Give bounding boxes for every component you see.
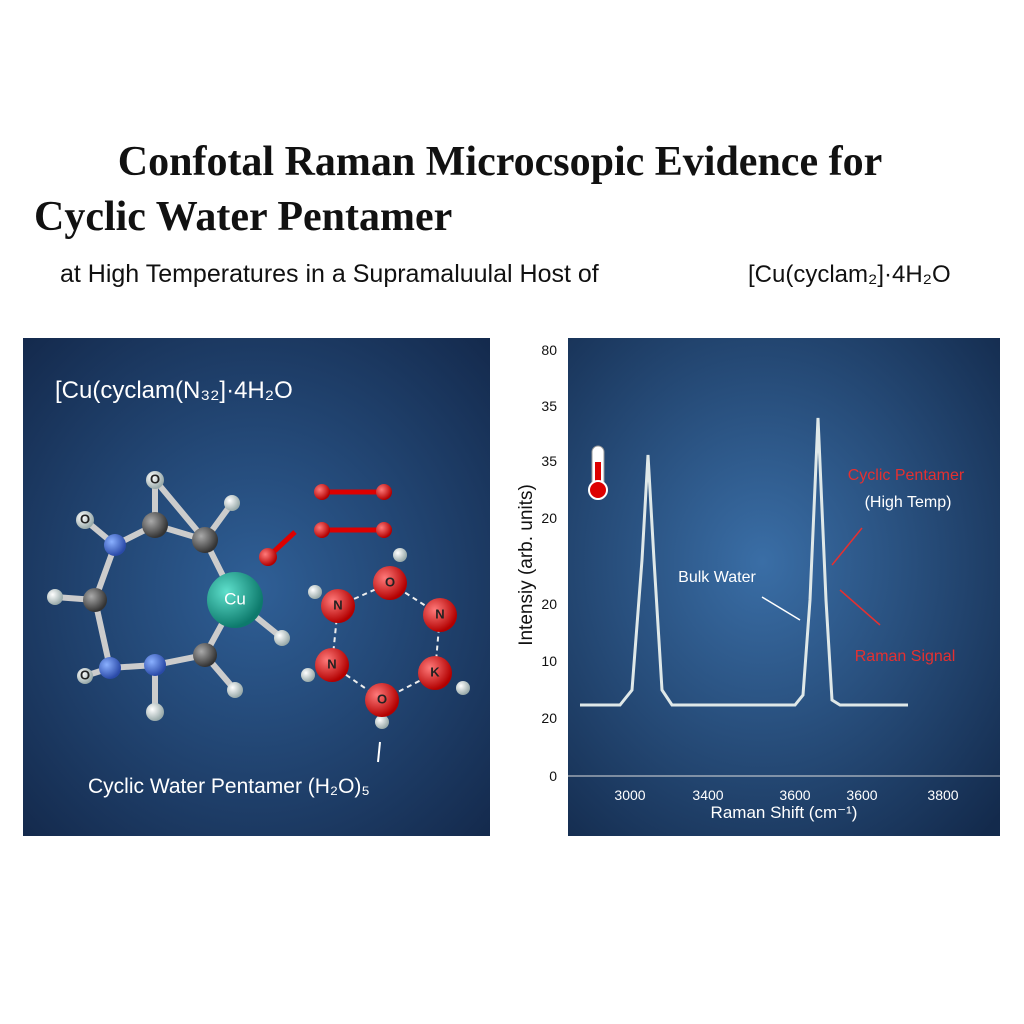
atom-label: O bbox=[385, 574, 395, 589]
y-tick-label: 80 bbox=[541, 342, 557, 358]
panel-formula: [Cu(cyclam(N₃₂]·4H₂O bbox=[55, 377, 293, 404]
atom-label: O bbox=[80, 511, 90, 526]
metal-label: Cu bbox=[224, 589, 246, 608]
x-tick-label: 3000 bbox=[614, 787, 645, 803]
y-tick-label: 10 bbox=[541, 653, 557, 669]
atom-label: N bbox=[327, 656, 336, 671]
pointer bbox=[377, 741, 381, 763]
atom-label: N bbox=[333, 597, 342, 612]
arrows bbox=[761, 527, 881, 626]
atom-label: O bbox=[80, 667, 90, 682]
spectrum bbox=[580, 417, 908, 707]
right-panel: Intensiy (arb. units) Raman Shift (cm⁻¹)… bbox=[516, 338, 1000, 836]
atom-label: O bbox=[377, 691, 387, 706]
y-tick-label: 20 bbox=[541, 596, 557, 612]
annotation: Cyclic Pentamer bbox=[848, 467, 965, 484]
y-ticks: 80 35 35 20 20 10 20 0 bbox=[541, 342, 557, 784]
thermometer bbox=[588, 445, 608, 500]
atom-label: N bbox=[435, 606, 444, 621]
annotation: Bulk Water bbox=[678, 569, 756, 586]
subtitle: at High Temperatures in a Supramaluulal … bbox=[60, 260, 599, 288]
annotation: (High Temp) bbox=[865, 494, 952, 511]
x-tick-label: 3800 bbox=[927, 787, 958, 803]
caption: Cyclic Water Pentamer (H₂O)₅ bbox=[88, 775, 370, 798]
x-ticks: 3000 3400 3600 3600 3800 bbox=[614, 787, 958, 803]
y-tick-label: 20 bbox=[541, 710, 557, 726]
y-axis-label: Intensiy (arb. units) bbox=[516, 484, 537, 646]
y-tick-label: 35 bbox=[541, 398, 557, 414]
x-tick-label: 3600 bbox=[846, 787, 877, 803]
y-tick-label: 0 bbox=[549, 768, 557, 784]
title-line2: Cyclic Water Pentamer bbox=[34, 194, 452, 240]
panel-bg bbox=[568, 338, 1000, 836]
atoms bbox=[47, 471, 470, 729]
annotation: Raman Signal bbox=[855, 648, 956, 665]
x-tick-label: 3400 bbox=[692, 787, 723, 803]
y-tick-label: 35 bbox=[541, 453, 557, 469]
x-tick-label: 3600 bbox=[779, 787, 810, 803]
subtitle-formula: [Cu(cyclam₂]·4H₂O bbox=[748, 261, 951, 288]
left-panel: [Cu(cyclam(N₃₂]·4H₂O bbox=[23, 338, 490, 836]
x-axis-label: Raman Shift (cm⁻¹) bbox=[711, 803, 858, 822]
atom-label: K bbox=[430, 664, 440, 679]
y-tick-label: 20 bbox=[541, 510, 557, 526]
atom-label: O bbox=[150, 471, 160, 486]
title-line1: Confotal Raman Microcsopic Evidence for bbox=[118, 139, 882, 185]
